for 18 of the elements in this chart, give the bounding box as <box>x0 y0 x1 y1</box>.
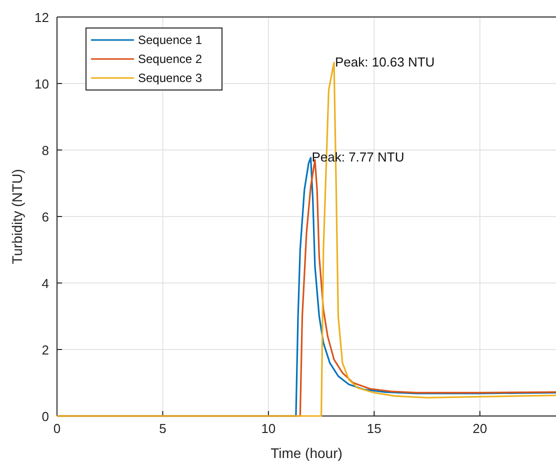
x-tick-label: 20 <box>472 421 488 436</box>
x-tick-label: 0 <box>53 421 61 436</box>
y-tick-label: 4 <box>42 276 49 291</box>
y-tick-label: 2 <box>42 342 49 358</box>
y-tick-label: 8 <box>42 143 49 158</box>
legend-label: Sequence 3 <box>138 71 202 85</box>
legend-label: Sequence 1 <box>138 33 202 47</box>
y-axis-title: Turbidity (NTU) <box>9 168 25 264</box>
x-tick-label: 15 <box>366 421 382 436</box>
legend-label: Sequence 2 <box>138 52 202 66</box>
y-tick-label: 6 <box>42 210 49 224</box>
x-axis-title: Time (hour) <box>270 445 342 461</box>
y-tick-label: 12 <box>34 10 49 25</box>
annotation: Peak: 10.63 NTU <box>334 54 435 70</box>
x-tick-label: 5 <box>159 421 166 436</box>
y-tick-label: 10 <box>34 76 49 92</box>
y-tick-label: 0 <box>42 409 49 424</box>
x-tick-label: 10 <box>261 421 276 436</box>
